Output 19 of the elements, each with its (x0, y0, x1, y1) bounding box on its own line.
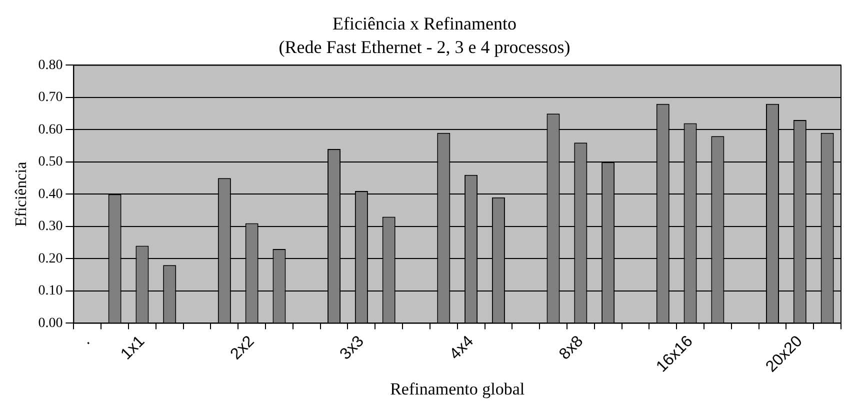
x-axis-title: Refinamento global (390, 379, 525, 398)
y-tick-label: 0.40 (38, 186, 63, 202)
y-tick-label: 0.30 (38, 219, 63, 234)
chart-subtitle: (Rede Fast Ethernet - 2, 3 e 4 processos) (278, 37, 570, 58)
x-tick-label: 3x3 (337, 332, 368, 364)
y-axis-title: Eficiência (12, 162, 30, 227)
x-tick-label: 2x2 (228, 332, 258, 364)
y-tick-label: 0.80 (38, 58, 63, 73)
y-tick-label: 0.50 (38, 154, 63, 170)
y-tick-label: 0.00 (38, 316, 63, 331)
y-tick-label: 0.60 (38, 122, 63, 138)
x-tick-label: 1x1 (118, 332, 148, 364)
y-tick-label: 0.20 (38, 251, 63, 266)
y-tick-label: 0.10 (38, 284, 63, 299)
x-tick-label: 4x4 (446, 332, 478, 364)
x-tick-label: 8x8 (556, 332, 587, 364)
chart-title: Eficiência x Refinamento (332, 14, 516, 34)
x-tick-label: . (78, 332, 94, 348)
y-tick-label: 0.70 (38, 90, 63, 106)
